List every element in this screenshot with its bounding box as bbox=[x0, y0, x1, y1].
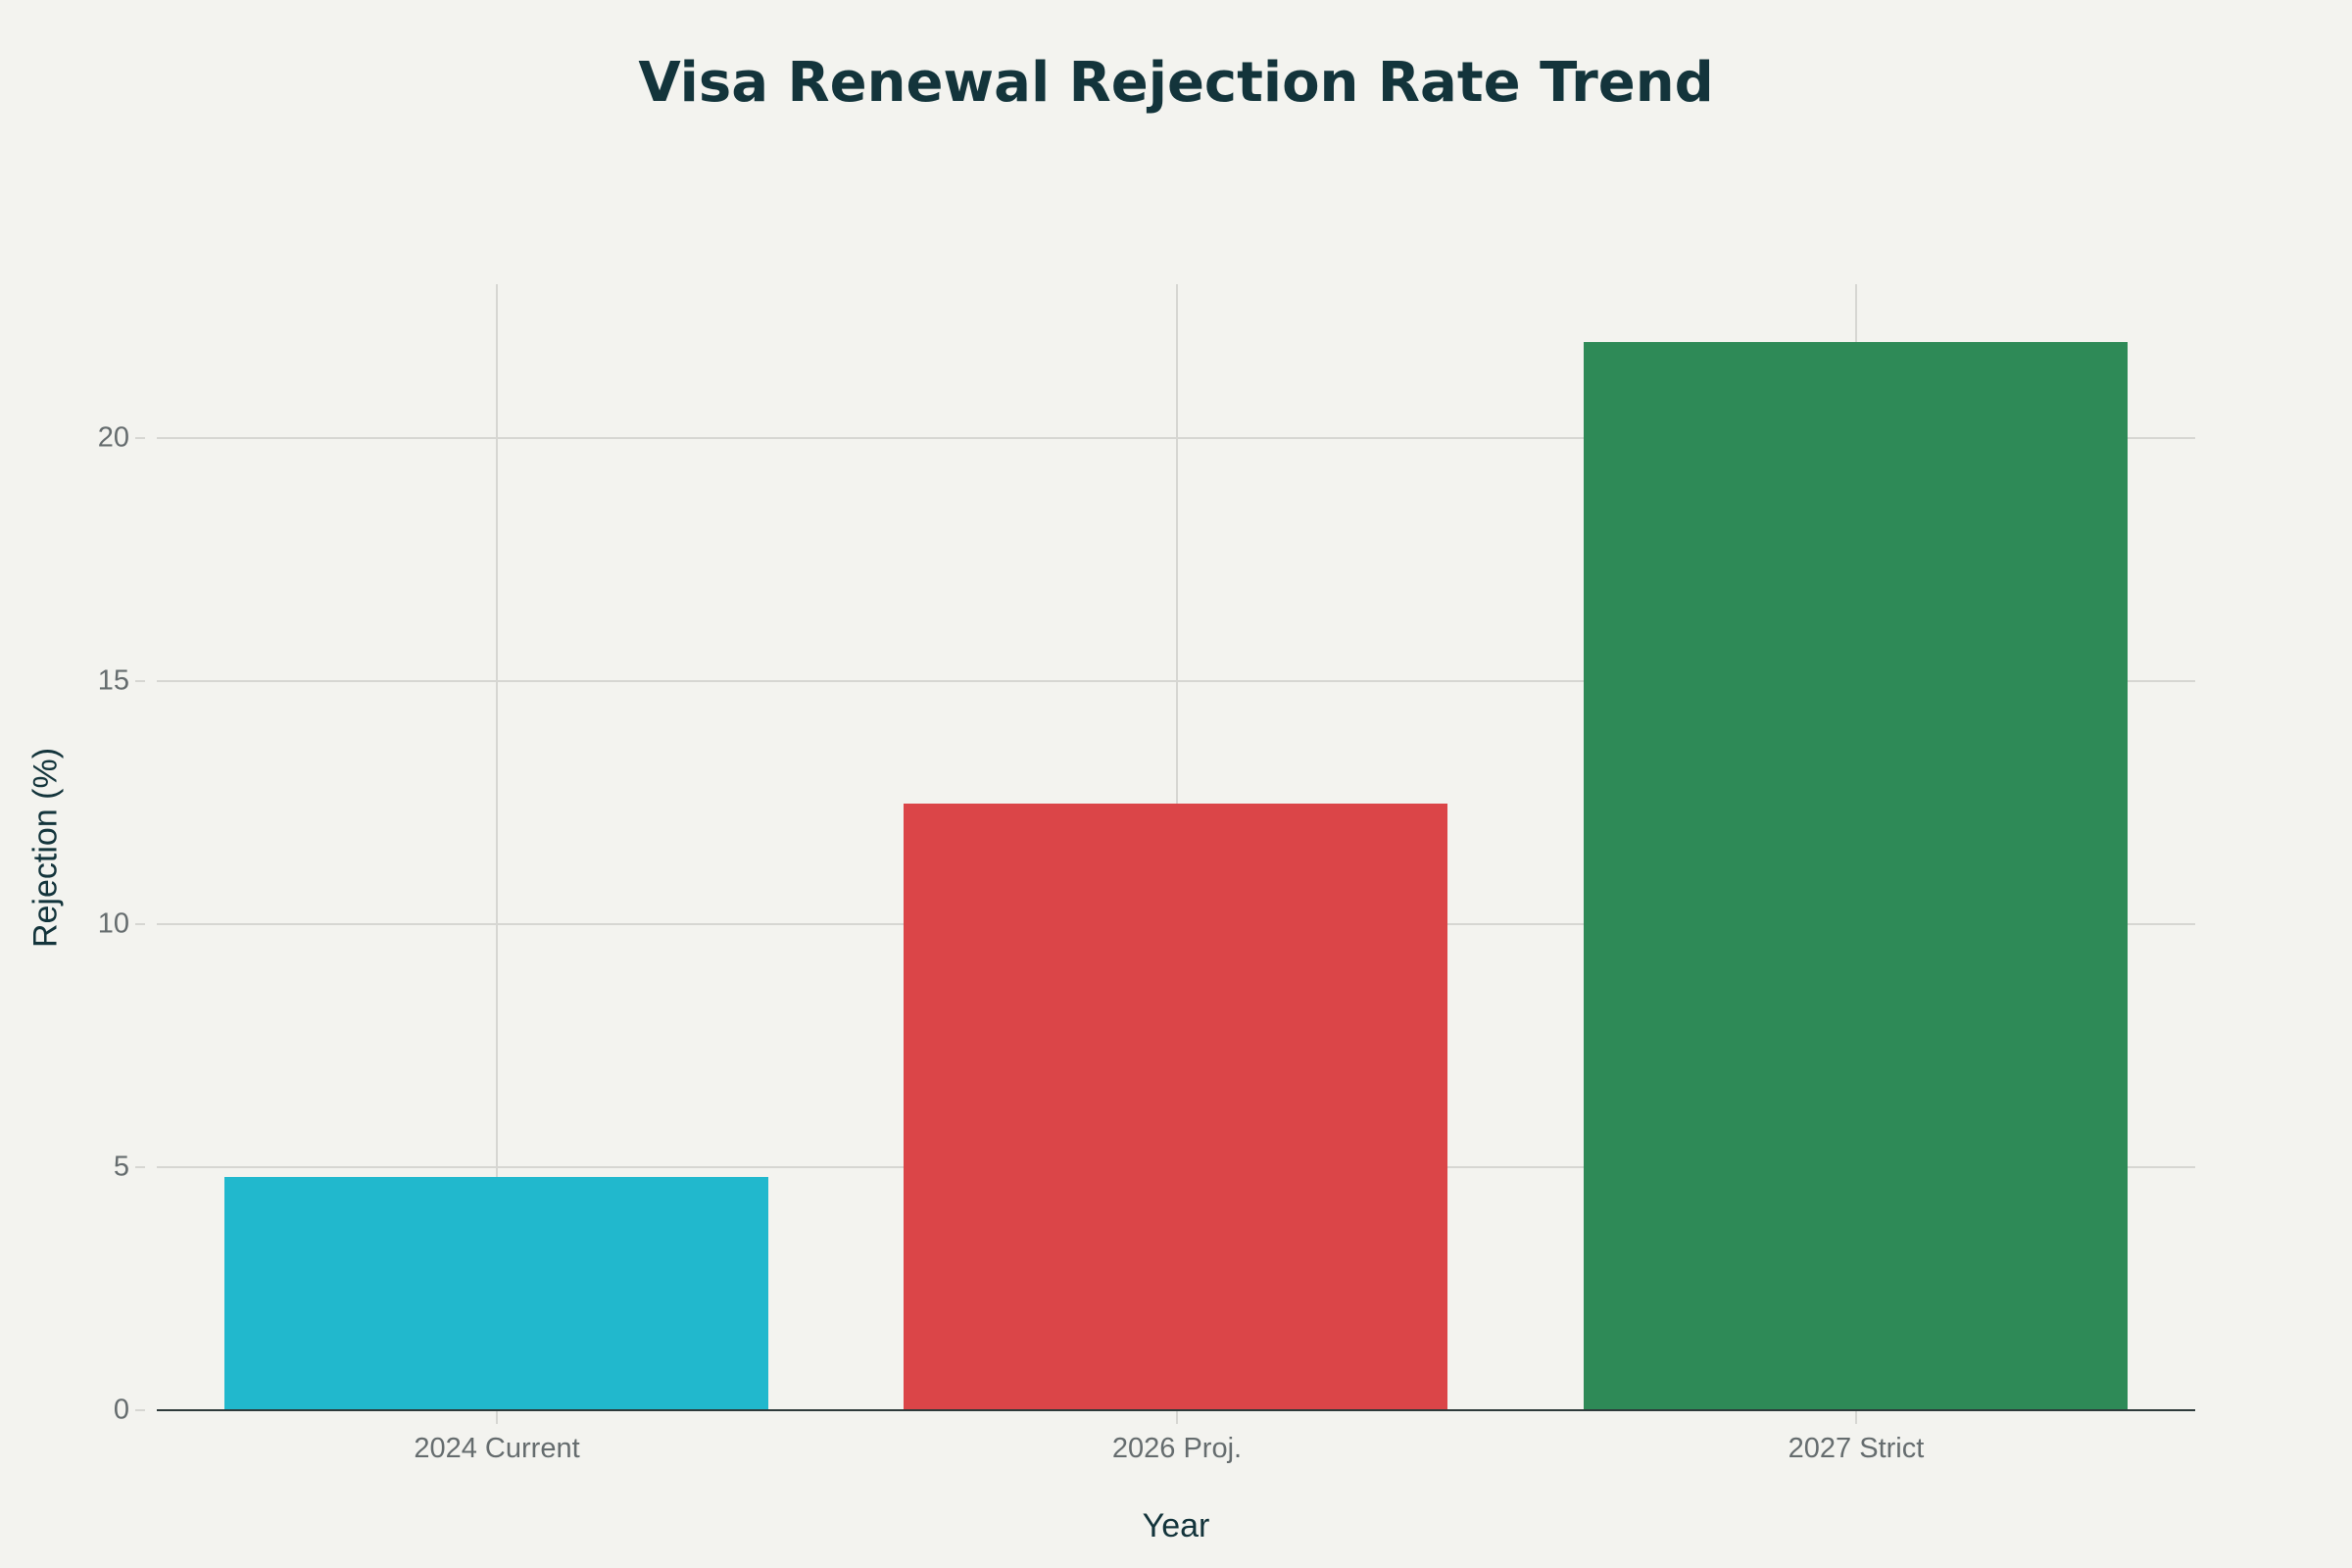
x-tick-label-2026-proj: 2026 Proj. bbox=[1111, 1433, 1243, 1464]
chart-title: Visa Renewal Rejection Rate Trend bbox=[638, 51, 1714, 115]
y-tick-mark bbox=[135, 1409, 145, 1411]
y-tick-label-10: 10 bbox=[97, 907, 129, 940]
plot-area: 20 15 10 5 0 2024 Current 2026 Proj. 202… bbox=[98, 284, 2195, 1464]
y-tick-mark bbox=[135, 680, 145, 682]
y-tick-mark bbox=[135, 437, 145, 439]
y-tick-label-20: 20 bbox=[97, 421, 129, 454]
y-tick-mark bbox=[135, 923, 145, 925]
x-axis-line bbox=[157, 1409, 2195, 1411]
x-axis-title: Year bbox=[1142, 1507, 1210, 1544]
x-tick-mark bbox=[496, 1410, 498, 1424]
y-tick-mark bbox=[135, 1166, 145, 1168]
x-tick-mark bbox=[1176, 1410, 1178, 1424]
bar-2026-proj[interactable] bbox=[904, 803, 1447, 1410]
gridline-x-2024 bbox=[496, 284, 498, 1410]
x-tick-label-2027-strict: 2027 Strict bbox=[1788, 1433, 1925, 1464]
bar-2024-current[interactable] bbox=[224, 1177, 768, 1410]
bar-2027-strict[interactable] bbox=[1584, 342, 2128, 1410]
x-tick-label-2024-current: 2024 Current bbox=[414, 1433, 580, 1464]
y-tick-label-0: 0 bbox=[113, 1394, 129, 1426]
x-tick-mark bbox=[1855, 1410, 1857, 1424]
y-tick-label-5: 5 bbox=[113, 1151, 129, 1183]
y-tick-label-15: 15 bbox=[97, 664, 129, 697]
